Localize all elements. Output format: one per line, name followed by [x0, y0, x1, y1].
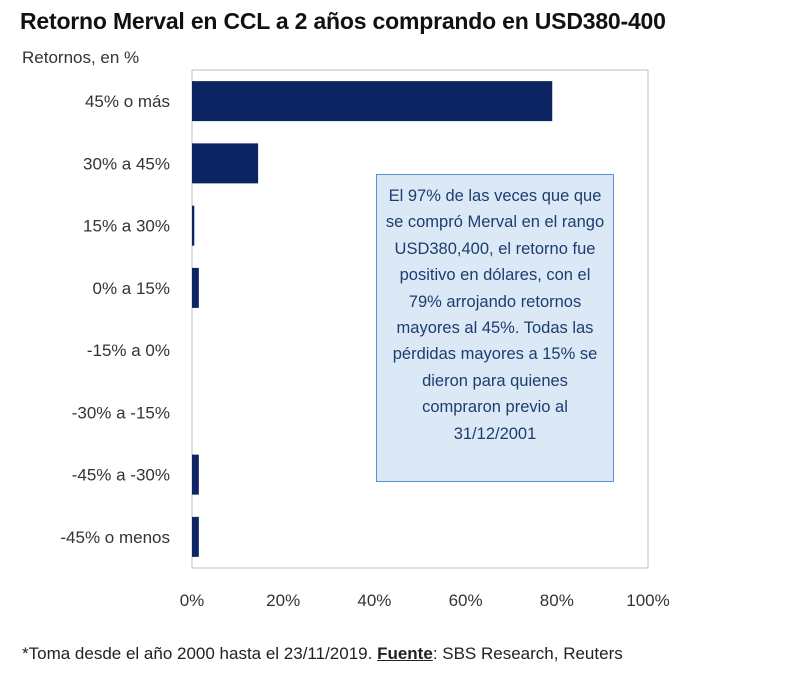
footnote: *Toma desde el año 2000 hasta el 23/11/2…: [22, 644, 623, 664]
category-label-6: -45% a -30%: [72, 466, 170, 485]
category-label-7: -45% o menos: [60, 528, 170, 547]
bar-chart: 45% o más 30% a 45% 15% a 30% 0% a 15% -15% …: [60, 69, 670, 610]
footnote-source-text: : SBS Research, Reuters: [432, 644, 623, 663]
x-tick-label-5: 100%: [626, 591, 669, 610]
chart-subtitle: Retornos, en %: [22, 48, 140, 67]
category-label-0: 45% o más: [85, 92, 170, 111]
category-label-2: 15% a 30%: [83, 217, 170, 236]
category-label-3: 0% a 15%: [93, 279, 171, 298]
bar-0: [192, 81, 553, 122]
x-tick-label-0: 0%: [180, 591, 205, 610]
category-label-4: -15% a 0%: [87, 341, 170, 360]
bar-1: [192, 143, 259, 184]
x-tick-label-2: 40%: [357, 591, 391, 610]
bar-3: [192, 267, 199, 308]
chart-title: Retorno Merval en CCL a 2 años comprando…: [20, 8, 666, 34]
category-label-1: 30% a 45%: [83, 154, 170, 173]
x-tick-label-3: 60%: [449, 591, 483, 610]
annotation-callout: El 97% de las veces que que se compró Me…: [376, 174, 614, 482]
category-label-5: -30% a -15%: [72, 403, 170, 422]
footnote-source-label: Fuente: [377, 644, 433, 663]
plot-area: [191, 69, 649, 569]
x-tick-label-1: 20%: [266, 591, 300, 610]
x-tick-label-4: 80%: [540, 591, 574, 610]
bar-6: [192, 454, 199, 495]
footnote-text: *Toma desde el año 2000 hasta el 23/11/2…: [22, 644, 378, 663]
bar-2: [192, 205, 195, 246]
bar-7: [192, 516, 199, 557]
